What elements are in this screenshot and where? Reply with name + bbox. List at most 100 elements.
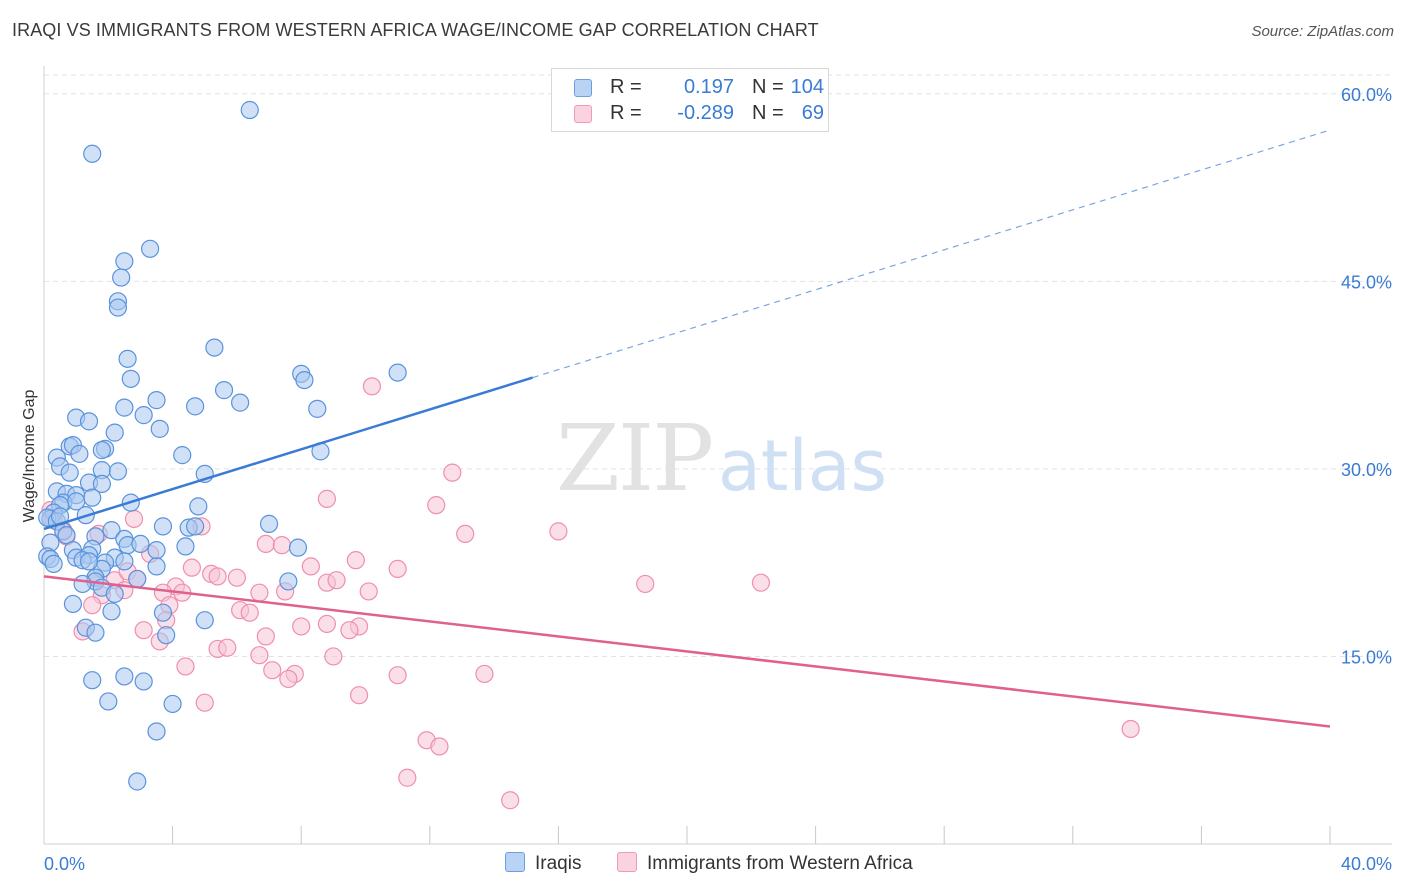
iraqis-point [205,338,224,357]
iraqis-point [128,772,147,791]
western-africa-point [475,664,494,684]
iraqis-point [70,444,89,463]
western-africa-point [388,666,407,685]
legend-n-label: N = [752,76,784,98]
grid-lines [44,74,1392,657]
bottom-legend-swatch-iraqis [505,852,525,872]
correlation-legend: R = 0.197 N = 104 R = -0.289 N = 69 [551,68,829,132]
iraqis-point [115,667,134,686]
watermark-atlas: atlas [718,425,887,507]
iraqis-point [115,552,134,571]
western-africa-point [240,603,259,622]
iraqis-point [147,541,166,560]
iraqis-point [118,349,137,368]
western-africa-point [1121,719,1140,739]
western-africa-point [250,583,269,602]
iraqis-point [134,672,153,691]
legend-swatch-western-africa [574,105,592,123]
western-africa-point [176,657,195,676]
legend-r-label: R = [610,102,642,124]
iraqis-point [83,671,102,690]
legend-n-value: 104 [790,76,824,98]
western-africa-point [208,567,227,586]
western-africa-point [301,557,320,576]
iraqis-point [214,381,234,400]
iraqis-point [295,370,314,390]
iraqis-point [92,441,111,460]
iraqis-point [279,572,298,591]
bottom-legend-swatch-western-africa [617,852,637,872]
iraqis-point [131,534,150,554]
iraqis-point [134,406,153,425]
iraqis-point [86,623,105,642]
iraqis-point [57,526,76,545]
western-africa-point [250,646,269,665]
iraqis-point [99,692,118,711]
bottom-legend-iraqis: Iraqis [505,852,581,875]
western-africa-point [398,768,417,787]
legend-swatch-iraqis [574,79,592,97]
iraqis-point [115,252,134,271]
iraqis-point [112,268,131,287]
iraqis-point [288,538,308,557]
western-africa-point [340,621,359,640]
iraqis-point [150,419,169,438]
iraqis-point [83,144,102,163]
western-africa-point [456,524,475,543]
iraqis-point [60,463,79,482]
iraqis-point [102,521,121,540]
iraqis-point [115,398,134,417]
western-africa-point [501,791,520,810]
watermark: ZIP atlas [556,405,887,512]
western-africa-point [218,638,237,657]
iraqis-point [231,393,250,412]
western-africa-point [227,568,246,587]
iraqis-point [105,423,124,442]
western-africa-point [279,669,298,689]
iraqis-trend-extension [532,129,1331,379]
western-africa-point [83,596,102,615]
iraqis-point [308,399,327,418]
iraqis-point [153,603,173,622]
western-africa-point [317,614,337,634]
iraqis-point [108,298,128,317]
iraqis-point [157,626,176,645]
iraqis-point [92,474,111,493]
iraqis-point [79,552,99,571]
iraqis-point [259,514,279,533]
western-africa-point [636,574,655,594]
y-tick-label: 60.0% [1341,85,1392,105]
iraqis-point [186,517,205,536]
iraqis-point [147,722,166,741]
western-africa-point [751,573,771,592]
western-africa-point [359,582,378,601]
iraqis-trend-line [43,376,534,531]
tick-labels: 15.0% 30.0% 45.0% 60.0% 0.0% 40.0% [44,85,1392,874]
legend-r-label: R = [610,76,642,98]
western-africa-point [349,686,369,705]
iraqis-point [240,100,259,120]
y-tick-label: 45.0% [1341,272,1392,292]
iraqis-point [140,239,160,258]
bottom-legend-western-africa: Immigrants from Western Africa [617,852,913,875]
chart-title: IRAQI VS IMMIGRANTS FROM WESTERN AFRICA … [12,20,819,40]
iraqis-point [186,397,205,416]
x-tick-label-max: 40.0% [1341,854,1392,874]
western-africa-point [134,621,153,640]
bottom-legend-label-western-africa: Immigrants from Western Africa [647,853,913,874]
iraqis-point [176,537,195,556]
iraqis-point [108,462,128,481]
chart-source: Source: ZipAtlas.com [1251,23,1394,40]
western-africa-point [549,522,568,541]
iraqis-point [388,363,407,382]
western-africa-trend-line [43,575,1331,728]
legend-n-label: N = [752,102,784,124]
y-axis-label: Wage/Income Gap [21,390,38,523]
western-africa-point [292,617,311,636]
western-africa-point [195,693,214,712]
western-africa-point [388,559,407,579]
iraqis-point [63,594,83,614]
legend-r-value: -0.289 [677,102,734,124]
iraqis-point [147,557,166,576]
series-iraqis-points [38,100,407,791]
